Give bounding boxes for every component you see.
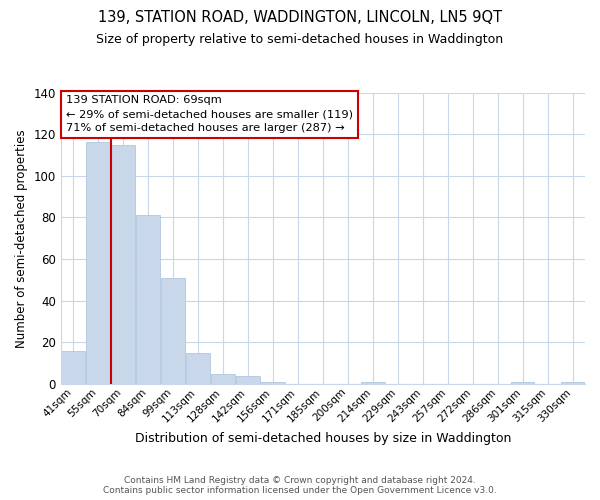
Text: Size of property relative to semi-detached houses in Waddington: Size of property relative to semi-detach… [97, 32, 503, 46]
Text: 139 STATION ROAD: 69sqm
← 29% of semi-detached houses are smaller (119)
71% of s: 139 STATION ROAD: 69sqm ← 29% of semi-de… [66, 96, 353, 134]
X-axis label: Distribution of semi-detached houses by size in Waddington: Distribution of semi-detached houses by … [135, 432, 511, 445]
Bar [511, 382, 535, 384]
Text: Contains HM Land Registry data © Crown copyright and database right 2024.
Contai: Contains HM Land Registry data © Crown c… [103, 476, 497, 495]
Bar [361, 382, 385, 384]
Bar [136, 216, 160, 384]
Bar [211, 374, 235, 384]
Bar [161, 278, 185, 384]
Bar [61, 350, 85, 384]
Bar [186, 353, 210, 384]
Bar [86, 142, 110, 384]
Bar [261, 382, 285, 384]
Bar [112, 144, 135, 384]
Bar [560, 382, 584, 384]
Y-axis label: Number of semi-detached properties: Number of semi-detached properties [15, 129, 28, 348]
Text: 139, STATION ROAD, WADDINGTON, LINCOLN, LN5 9QT: 139, STATION ROAD, WADDINGTON, LINCOLN, … [98, 10, 502, 25]
Bar [236, 376, 260, 384]
